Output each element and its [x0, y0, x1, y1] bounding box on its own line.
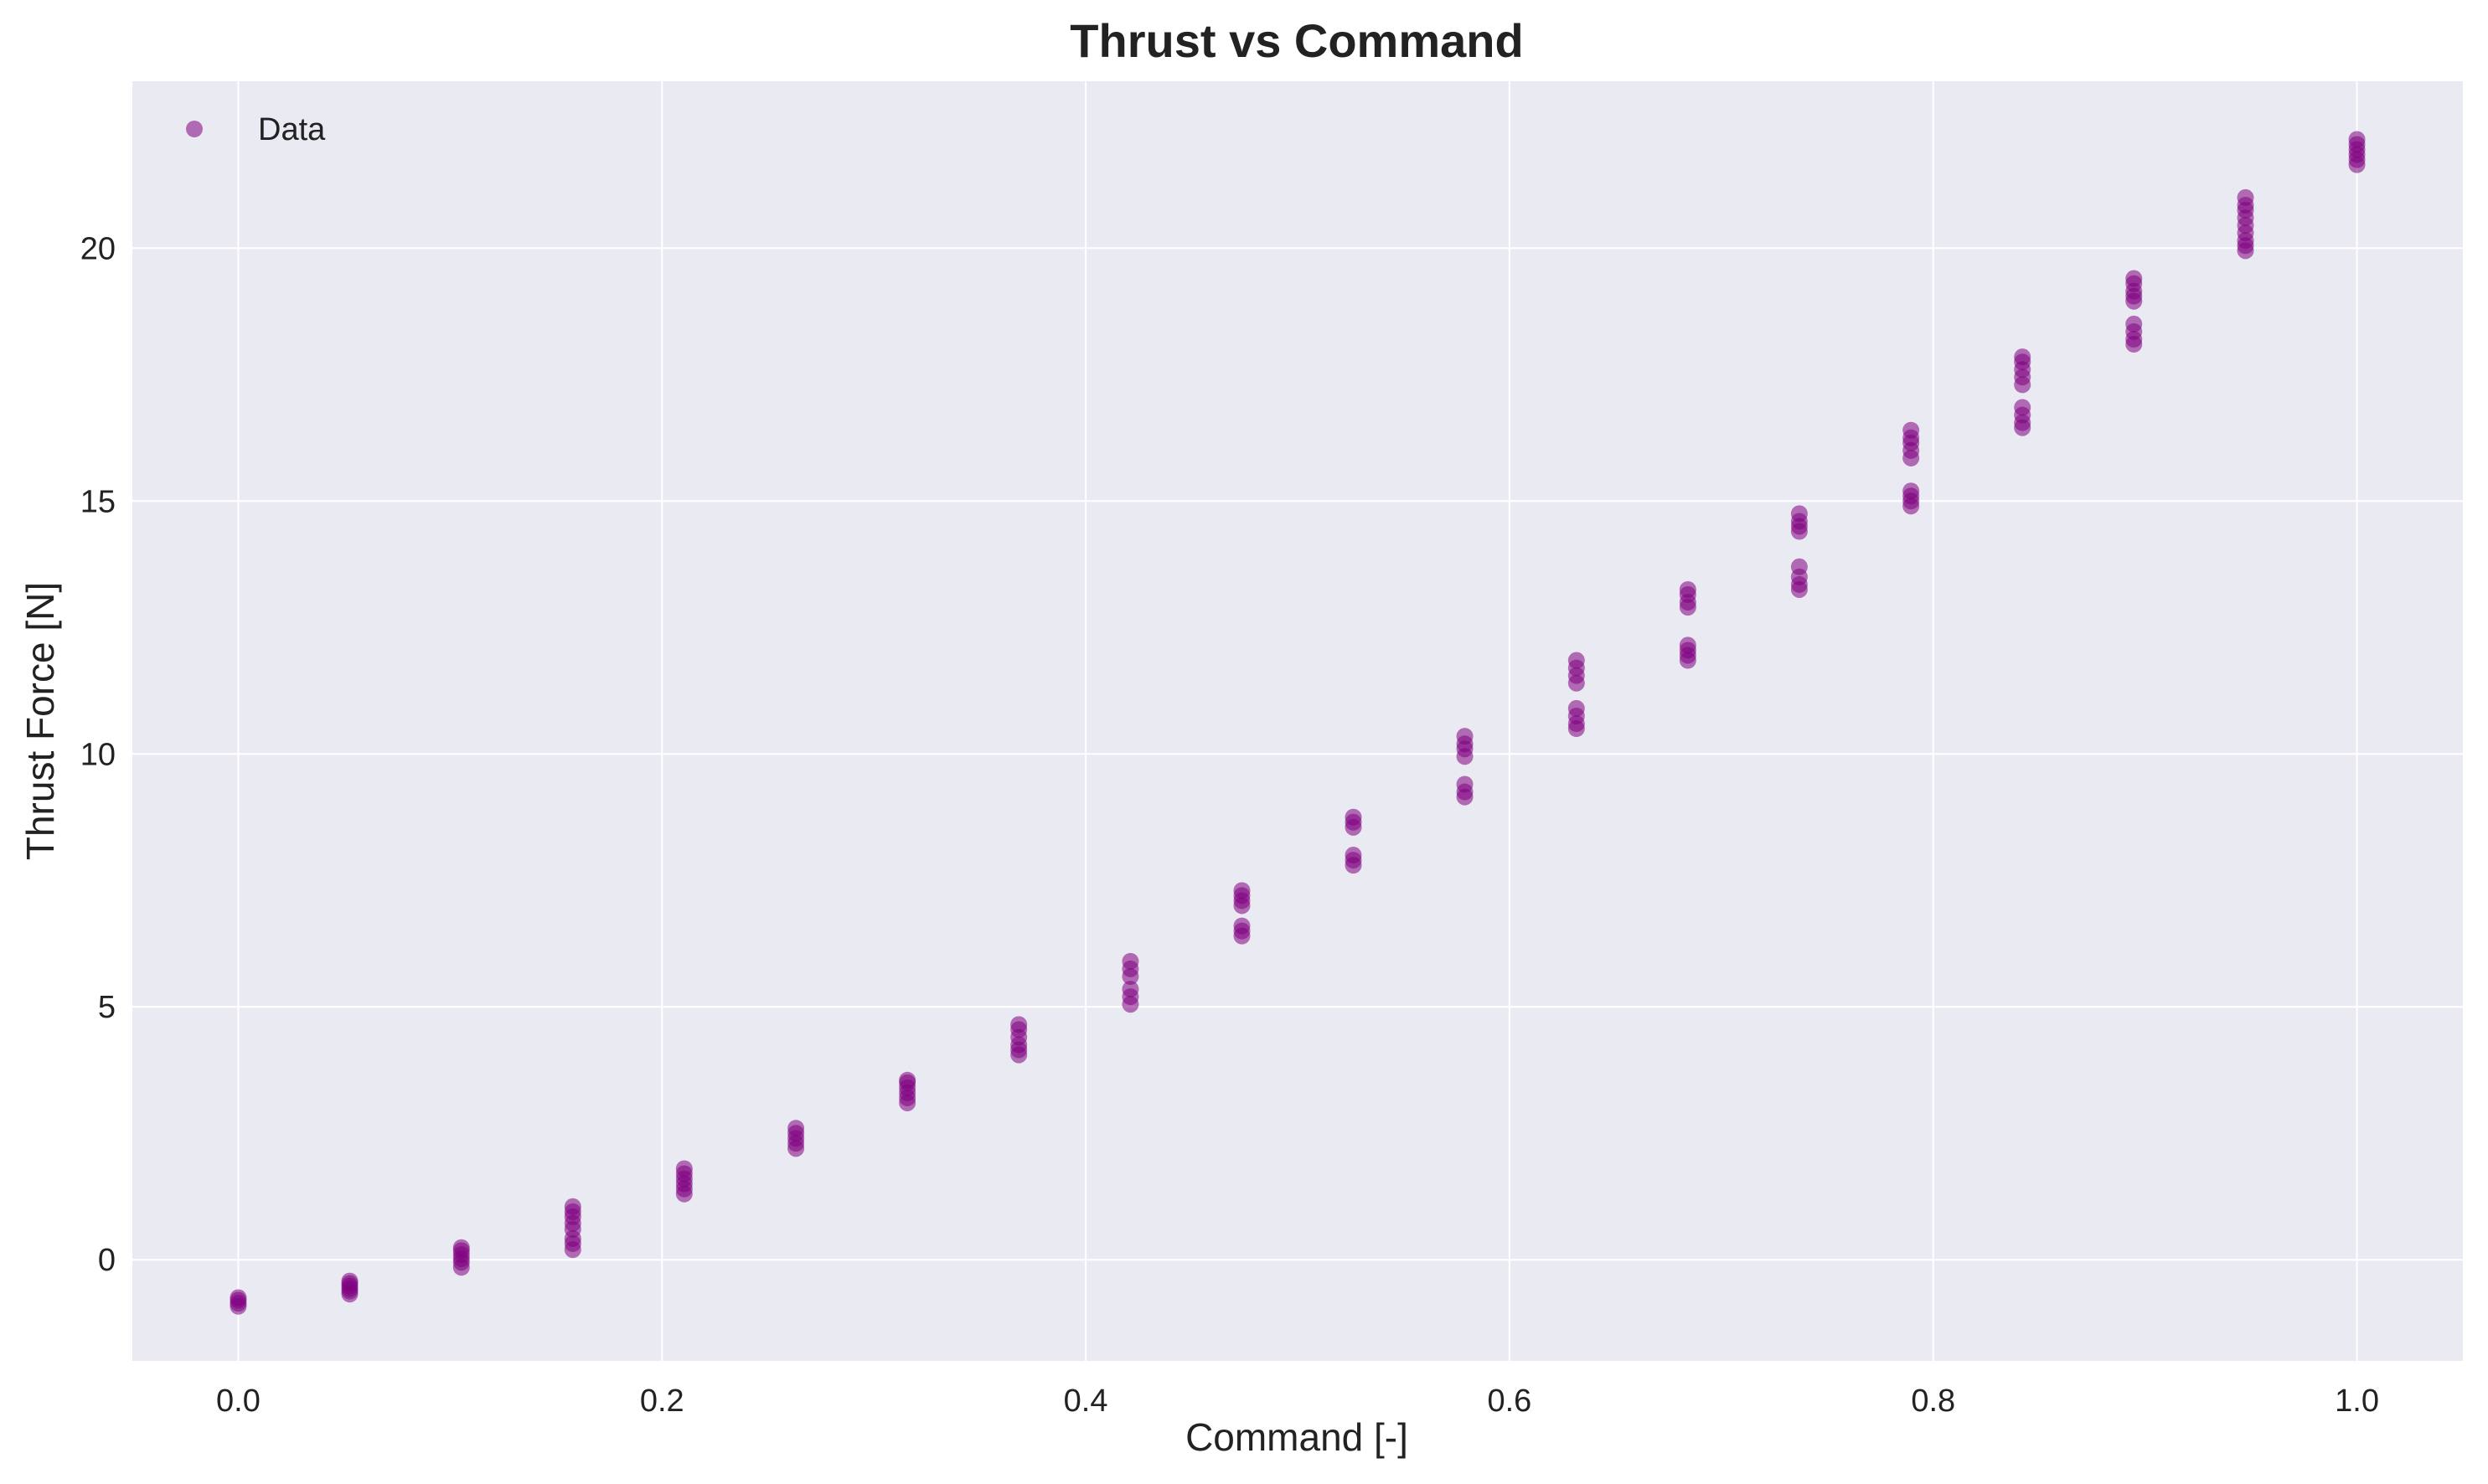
data-point	[452, 1239, 470, 1256]
data-point	[1679, 580, 1696, 598]
data-point	[2237, 188, 2254, 206]
x-axis-ticks: 0.0 0.2 0.4 0.6 0.8 1.0	[216, 1384, 2379, 1419]
data-point	[341, 1272, 359, 1290]
data-point	[1456, 775, 1474, 793]
y-tick-label: 10	[80, 737, 116, 772]
data-point	[1790, 505, 1808, 523]
data-point	[1902, 482, 1920, 500]
data-point	[1567, 652, 1585, 669]
y-tick-label: 5	[98, 990, 116, 1025]
x-tick-label: 1.0	[2335, 1384, 2379, 1419]
x-tick-label: 0.0	[216, 1384, 261, 1419]
data-point	[2014, 348, 2031, 366]
data-point	[787, 1120, 805, 1137]
y-tick-label: 20	[80, 231, 116, 266]
data-point	[1679, 636, 1696, 654]
data-point	[1233, 882, 1251, 899]
legend-label: Data	[258, 112, 326, 147]
data-point	[230, 1289, 247, 1306]
x-tick-label: 0.8	[1911, 1384, 1955, 1419]
data-point	[1010, 1016, 1028, 1033]
grid-lines	[132, 81, 2463, 1361]
data-point	[1122, 952, 1139, 970]
y-tick-label: 0	[98, 1243, 116, 1278]
data-point	[2348, 131, 2366, 148]
x-axis-label: Command [-]	[1185, 1415, 1408, 1459]
legend: Data	[186, 112, 326, 147]
data-point	[1122, 981, 1139, 998]
x-tick-label: 0.6	[1487, 1384, 1531, 1419]
data-point	[2125, 315, 2143, 332]
data-point	[1902, 421, 1920, 439]
data-point	[2014, 399, 2031, 416]
x-tick-label: 0.2	[640, 1384, 684, 1419]
plot-area	[132, 81, 2463, 1361]
data-points	[230, 131, 2366, 1315]
y-tick-label: 15	[80, 484, 116, 519]
legend-marker	[186, 121, 203, 137]
data-point	[1233, 917, 1251, 935]
y-axis-label: Thrust Force [N]	[18, 582, 62, 860]
data-point	[1345, 847, 1362, 864]
data-point	[1790, 558, 1808, 575]
data-point	[899, 1071, 916, 1089]
data-point	[1456, 728, 1474, 745]
data-point	[1567, 699, 1585, 717]
chart-title: Thrust vs Command	[1070, 14, 1523, 67]
data-point	[2125, 270, 2143, 287]
data-point	[1345, 808, 1362, 826]
data-point	[675, 1160, 693, 1177]
data-point	[564, 1198, 581, 1215]
x-tick-label: 0.4	[1064, 1384, 1108, 1419]
y-axis-ticks: 0 5 10 15 20	[80, 231, 116, 1278]
